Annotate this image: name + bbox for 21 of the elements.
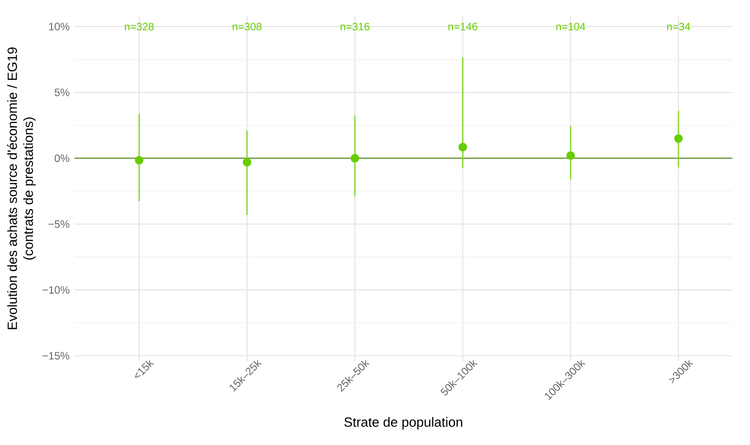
y-tick-label: 10%	[49, 22, 70, 30]
y-axis-title: Evolution des achats source d'économie / EG19 (contrats de prestations)	[7, 47, 36, 330]
annotation: n=308	[232, 22, 262, 30]
y-tick-label: −10%	[42, 286, 70, 294]
x-tick-label: <15k	[135, 360, 154, 378]
y-tick-label: 0%	[54, 154, 70, 162]
x-axis-title: Strate de population	[344, 417, 462, 430]
point	[566, 151, 575, 160]
point	[242, 158, 252, 166]
point	[674, 134, 683, 143]
y-tick-label: −5%	[48, 220, 70, 228]
point	[350, 154, 360, 163]
annotation: n=146	[448, 22, 478, 30]
y-tick-label: 5%	[54, 88, 70, 96]
y-tick-label: −15%	[42, 352, 70, 360]
annotation: n=104	[556, 22, 586, 30]
point	[134, 156, 144, 165]
annotation: n=328	[124, 22, 154, 30]
point	[458, 142, 468, 152]
annotation: n=34	[667, 22, 690, 30]
annotation: n=316	[340, 22, 370, 30]
